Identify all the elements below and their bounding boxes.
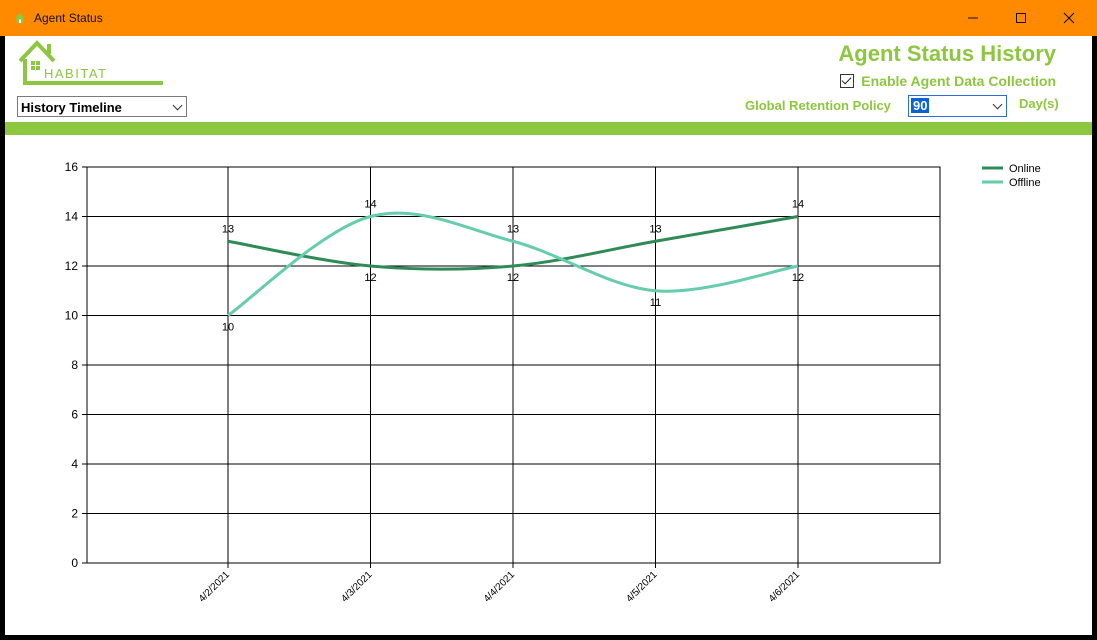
data-label: 14 (792, 199, 804, 211)
x-tick-label: 4/2/2021 (197, 569, 233, 605)
y-tick-label: 12 (65, 259, 79, 273)
data-label: 12 (364, 272, 376, 284)
data-label: 11 (650, 297, 661, 309)
data-label: 13 (507, 223, 519, 235)
y-tick-label: 8 (71, 358, 78, 372)
enable-collection-checkbox[interactable] (840, 74, 855, 88)
view-select-value: History Timeline (21, 100, 122, 115)
x-tick-label: 4/4/2021 (482, 569, 518, 605)
x-tick-label: 4/3/2021 (339, 569, 375, 605)
minimize-button[interactable] (950, 0, 996, 36)
retention-label: Global Retention Policy (745, 98, 891, 113)
retention-unit: Day(s) (1019, 96, 1059, 111)
data-label: 12 (792, 272, 804, 284)
data-label: 10 (222, 322, 234, 334)
enable-collection-label: Enable Agent Data Collection (861, 73, 1056, 89)
app-home-icon (15, 13, 25, 23)
x-tick-label: 4/5/2021 (624, 569, 660, 605)
house-logo-icon: HABITAT (18, 40, 163, 85)
y-tick-label: 0 (71, 556, 78, 570)
y-tick-label: 16 (65, 160, 79, 174)
data-label: 14 (364, 199, 376, 211)
y-tick-label: 14 (65, 210, 79, 224)
maximize-button[interactable] (998, 0, 1044, 36)
agent-status-chart: 0 2 4 6 8 10 12 14 16 4/2/2021 4/3/2021 4/4/2021 4/5… (65, 160, 1041, 605)
chevron-down-icon (172, 100, 183, 111)
y-tick-label: 6 (71, 408, 78, 422)
page-title: Agent Status History (838, 41, 1056, 66)
legend-label: Online (1009, 163, 1041, 175)
logo-text: HABITAT (44, 66, 107, 81)
close-icon (1063, 12, 1075, 24)
client-area: HABITAT Agent Status History Enable Agen… (5, 36, 1092, 635)
data-label: 13 (222, 223, 234, 235)
data-label: 13 (649, 223, 661, 235)
series-line-online (227, 215, 799, 271)
y-tick-label: 2 (71, 507, 78, 521)
y-tick-label: 10 (65, 309, 79, 323)
y-tick-label: 4 (71, 457, 78, 471)
close-button[interactable] (1046, 0, 1092, 36)
retention-value: 90 (911, 98, 930, 113)
retention-select[interactable]: 90 (908, 95, 1007, 117)
title-bar[interactable]: Agent Status (0, 0, 1097, 36)
chevron-down-icon (992, 99, 1003, 110)
minimize-icon (968, 17, 978, 19)
enable-collection-row[interactable]: Enable Agent Data Collection (840, 72, 1056, 90)
legend-label: Offline (1009, 177, 1041, 189)
window-title: Agent Status (34, 11, 103, 25)
header-divider (5, 122, 1092, 135)
series-line-offline (227, 211, 799, 317)
maximize-icon (1016, 13, 1026, 23)
view-select[interactable]: History Timeline (17, 96, 187, 117)
x-tick-label: 4/6/2021 (767, 569, 803, 605)
data-label: 12 (507, 272, 519, 284)
